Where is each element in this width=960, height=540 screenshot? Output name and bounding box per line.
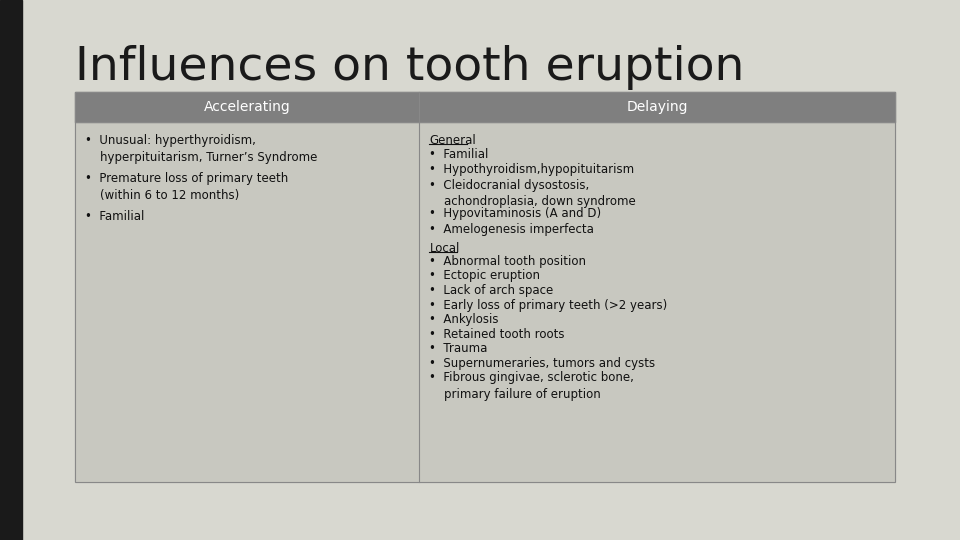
Text: Accelerating: Accelerating xyxy=(204,100,291,114)
Bar xyxy=(0,0,22,540)
Text: •  Premature loss of primary teeth
    (within 6 to 12 months): • Premature loss of primary teeth (withi… xyxy=(85,172,288,202)
Text: •  Early loss of primary teeth (>2 years): • Early loss of primary teeth (>2 years) xyxy=(429,299,667,312)
Text: •  Ankylosis: • Ankylosis xyxy=(429,313,499,326)
Text: •  Ectopic eruption: • Ectopic eruption xyxy=(429,269,540,282)
Text: •  Amelogenesis imperfecta: • Amelogenesis imperfecta xyxy=(429,223,594,236)
Text: Influences on tooth eruption: Influences on tooth eruption xyxy=(75,45,744,90)
Bar xyxy=(75,92,420,122)
Bar xyxy=(75,92,895,482)
Text: •  Retained tooth roots: • Retained tooth roots xyxy=(429,327,564,341)
Text: •  Cleidocranial dysostosis,
    achondroplasia, down syndrome: • Cleidocranial dysostosis, achondroplas… xyxy=(429,179,636,208)
Text: •  Trauma: • Trauma xyxy=(429,342,488,355)
Text: •  Supernumeraries, tumors and cysts: • Supernumeraries, tumors and cysts xyxy=(429,356,656,369)
Text: Delaying: Delaying xyxy=(627,100,688,114)
Bar xyxy=(420,92,895,122)
Text: •  Hypothyroidism,hypopituitarism: • Hypothyroidism,hypopituitarism xyxy=(429,163,635,176)
Text: •  Lack of arch space: • Lack of arch space xyxy=(429,284,554,297)
Text: •  Familial: • Familial xyxy=(85,210,144,223)
Text: Local: Local xyxy=(429,241,460,254)
Text: •  Abnormal tooth position: • Abnormal tooth position xyxy=(429,255,587,268)
Text: •  Hypovitaminosis (A and D): • Hypovitaminosis (A and D) xyxy=(429,207,602,220)
Text: •  Fibrous gingivae, sclerotic bone,
    primary failure of eruption: • Fibrous gingivae, sclerotic bone, prim… xyxy=(429,371,635,401)
Bar xyxy=(75,92,895,482)
Text: General: General xyxy=(429,134,476,147)
Text: •  Familial: • Familial xyxy=(429,147,489,160)
Text: •  Unusual: hyperthyroidism,
    hyperpituitarism, Turner’s Syndrome: • Unusual: hyperthyroidism, hyperpituita… xyxy=(85,134,318,164)
